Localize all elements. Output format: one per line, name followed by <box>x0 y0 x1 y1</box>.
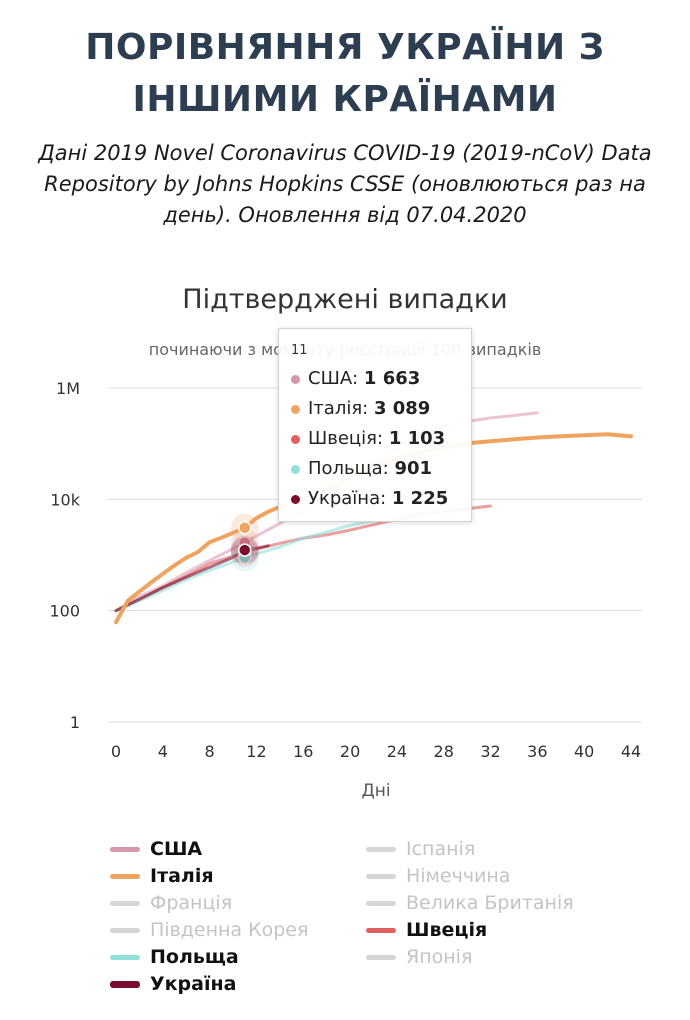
tooltip-series-value: 1 103 <box>388 428 446 449</box>
tooltip-series-value: 3 089 <box>373 398 431 419</box>
x-tick-label: 16 <box>293 742 313 761</box>
x-tick-label: 36 <box>527 742 547 761</box>
x-tick-label: 0 <box>111 742 121 761</box>
tooltip-day: 11 <box>291 343 308 358</box>
legend-label: Україна <box>150 973 237 995</box>
y-tick-label: 100 <box>49 602 80 621</box>
x-tick-label: 24 <box>387 742 407 761</box>
tooltip-row: США: 1 663 <box>291 364 459 394</box>
legend-swatch <box>110 874 140 879</box>
legend-item[interactable]: Україна <box>110 971 236 997</box>
tooltip-series-name: США: <box>308 368 364 389</box>
legend-label: Велика Британія <box>406 892 574 914</box>
tooltip-row: Польща: 901 <box>291 454 459 484</box>
tooltip-row: Україна: 1 225 <box>291 484 459 514</box>
legend-label: Швеція <box>406 919 488 941</box>
hover-point-Італія <box>238 520 252 535</box>
legend-label: США <box>150 838 203 860</box>
legend-swatch <box>366 928 396 933</box>
legend-item[interactable]: Іспанія <box>366 836 475 862</box>
x-tick-label: 12 <box>246 742 266 761</box>
tooltip-dot <box>291 404 300 414</box>
legend-label: Японія <box>406 946 473 968</box>
legend-swatch <box>366 847 396 852</box>
tooltip-dot <box>291 494 300 504</box>
tooltip-series-name: Швеція: <box>308 428 389 449</box>
legend-item[interactable]: США <box>110 836 202 862</box>
legend-item[interactable]: Японія <box>366 944 472 970</box>
x-tick-label: 20 <box>340 742 360 761</box>
legend-label: Південна Корея <box>150 919 309 941</box>
y-tick-label: 10k <box>50 490 80 509</box>
y-tick-label: 1 <box>70 713 80 732</box>
legend-swatch <box>366 874 396 879</box>
legend-label: Італія <box>150 865 214 887</box>
legend-item[interactable]: Південна Корея <box>110 917 308 943</box>
chart-legend: США Італія Франція Південна Корея Польща Укра… <box>0 836 690 1006</box>
tooltip-row: Італія: 3 089 <box>291 394 459 424</box>
legend-item[interactable]: Велика Британія <box>366 890 574 916</box>
tooltip-row: Швеція: 1 103 <box>291 424 459 454</box>
legend-item[interactable]: Німеччина <box>366 863 510 889</box>
x-tick-label: 28 <box>434 742 454 761</box>
tooltip-series-value: 1 663 <box>363 368 421 389</box>
x-tick-label: 40 <box>574 742 594 761</box>
legend-label: Німеччина <box>406 865 511 887</box>
legend-swatch <box>110 847 140 852</box>
page-subtitle: Дані 2019 Novel Coronavirus COVID-19 (20… <box>38 141 652 227</box>
page-title: ПОРІВНЯННЯ УКРАЇНИ З ІНШИМИ КРАЇНАМИ <box>85 27 605 120</box>
chart-title: Підтверджені випадки <box>182 284 508 315</box>
tooltip-series-value: 1 225 <box>391 488 449 509</box>
tooltip-series-name: Італія: <box>308 398 374 419</box>
legend-swatch <box>110 955 140 960</box>
tooltip-dot <box>291 464 300 474</box>
hover-point-Україна <box>238 543 252 557</box>
legend-swatch <box>366 955 396 960</box>
y-tick-label: 1M <box>56 379 80 398</box>
x-tick-label: 32 <box>480 742 500 761</box>
legend-item[interactable]: Франція <box>110 890 232 916</box>
legend-swatch <box>110 981 140 988</box>
legend-swatch <box>110 901 140 906</box>
legend-label: Польща <box>150 946 239 968</box>
x-tick-label: 4 <box>158 742 168 761</box>
legend-item[interactable]: Швеція <box>366 917 487 943</box>
tooltip-series-value: 901 <box>394 458 433 479</box>
x-tick-label: 8 <box>205 742 215 761</box>
tooltip-series-name: Польща: <box>308 458 395 479</box>
x-axis-label: Дні <box>361 781 390 801</box>
legend-item[interactable]: Італія <box>110 863 214 889</box>
series-line-Україна <box>114 544 270 613</box>
legend-label: Іспанія <box>406 838 476 860</box>
legend-label: Франція <box>150 892 233 914</box>
tooltip-dot <box>291 434 300 444</box>
legend-item[interactable]: Польща <box>110 944 239 970</box>
legend-swatch <box>110 928 140 933</box>
tooltip-series-name: Україна: <box>308 488 392 509</box>
tooltip-dot <box>291 374 300 384</box>
legend-swatch <box>366 901 396 906</box>
chart-tooltip: 11 США: 1 663 Італія: 3 089 Швеція: 1 103 П… <box>278 328 472 522</box>
x-tick-label: 44 <box>621 742 641 761</box>
